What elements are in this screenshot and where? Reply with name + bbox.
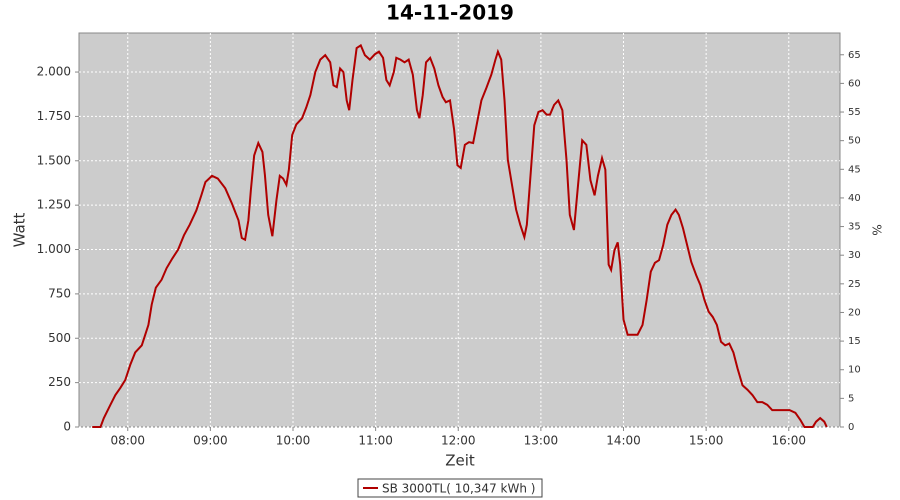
y2-tick-label: 20 [848,307,861,318]
data-line [92,43,828,428]
x-tick-label: 16:00 [771,434,806,448]
y-tick-label: 500 [48,331,71,345]
x-axis-label: Zeit [445,452,475,470]
y-tick-label: 1.000 [37,242,71,256]
plot-area [78,32,841,428]
x-tick-label: 08:00 [110,434,145,448]
y2-tick-label: 25 [848,279,861,290]
y2-tick-label: 60 [848,78,861,89]
y2-tick-label: 50 [848,136,861,147]
chart-title: 14-11-2019 [386,1,514,25]
y-tick-label: 1.250 [37,198,71,212]
y-tick-label: 250 [48,375,71,389]
x-tick-label: 12:00 [441,434,476,448]
y-tick-label: 750 [48,286,71,300]
y2-tick-label: 30 [848,250,861,261]
x-tick-label: 09:00 [193,434,228,448]
y-axis-label: Watt [11,212,29,247]
y2-tick-label: 40 [848,193,861,204]
y2-tick-label: 0 [848,422,854,433]
x-tick-label: 11:00 [358,434,393,448]
legend-box [357,478,543,498]
x-tick-label: 14:00 [606,434,641,448]
y-tick-label: 1.500 [37,153,71,167]
y-tick-label: 2.000 [37,65,71,79]
y2-axis-label: % [870,224,884,235]
y2-tick-label: 5 [848,393,854,404]
y2-tick-label: 65 [848,50,861,61]
y-tick-label: 0 [63,420,71,434]
y2-tick-label: 45 [848,164,861,175]
y2-tick-label: 15 [848,336,861,347]
legend-label: SB 3000TL( 10,347 kWh ) [382,482,535,496]
y2-tick-label: 10 [848,365,861,376]
y2-tick-label: 35 [848,222,861,233]
legend: SB 3000TL( 10,347 kWh ) [357,478,543,498]
x-tick-label: 13:00 [524,434,559,448]
x-tick-label: 15:00 [689,434,724,448]
x-tick-label: 10:00 [276,434,311,448]
y-tick-label: 1.750 [37,109,71,123]
y2-tick-label: 55 [848,107,861,118]
